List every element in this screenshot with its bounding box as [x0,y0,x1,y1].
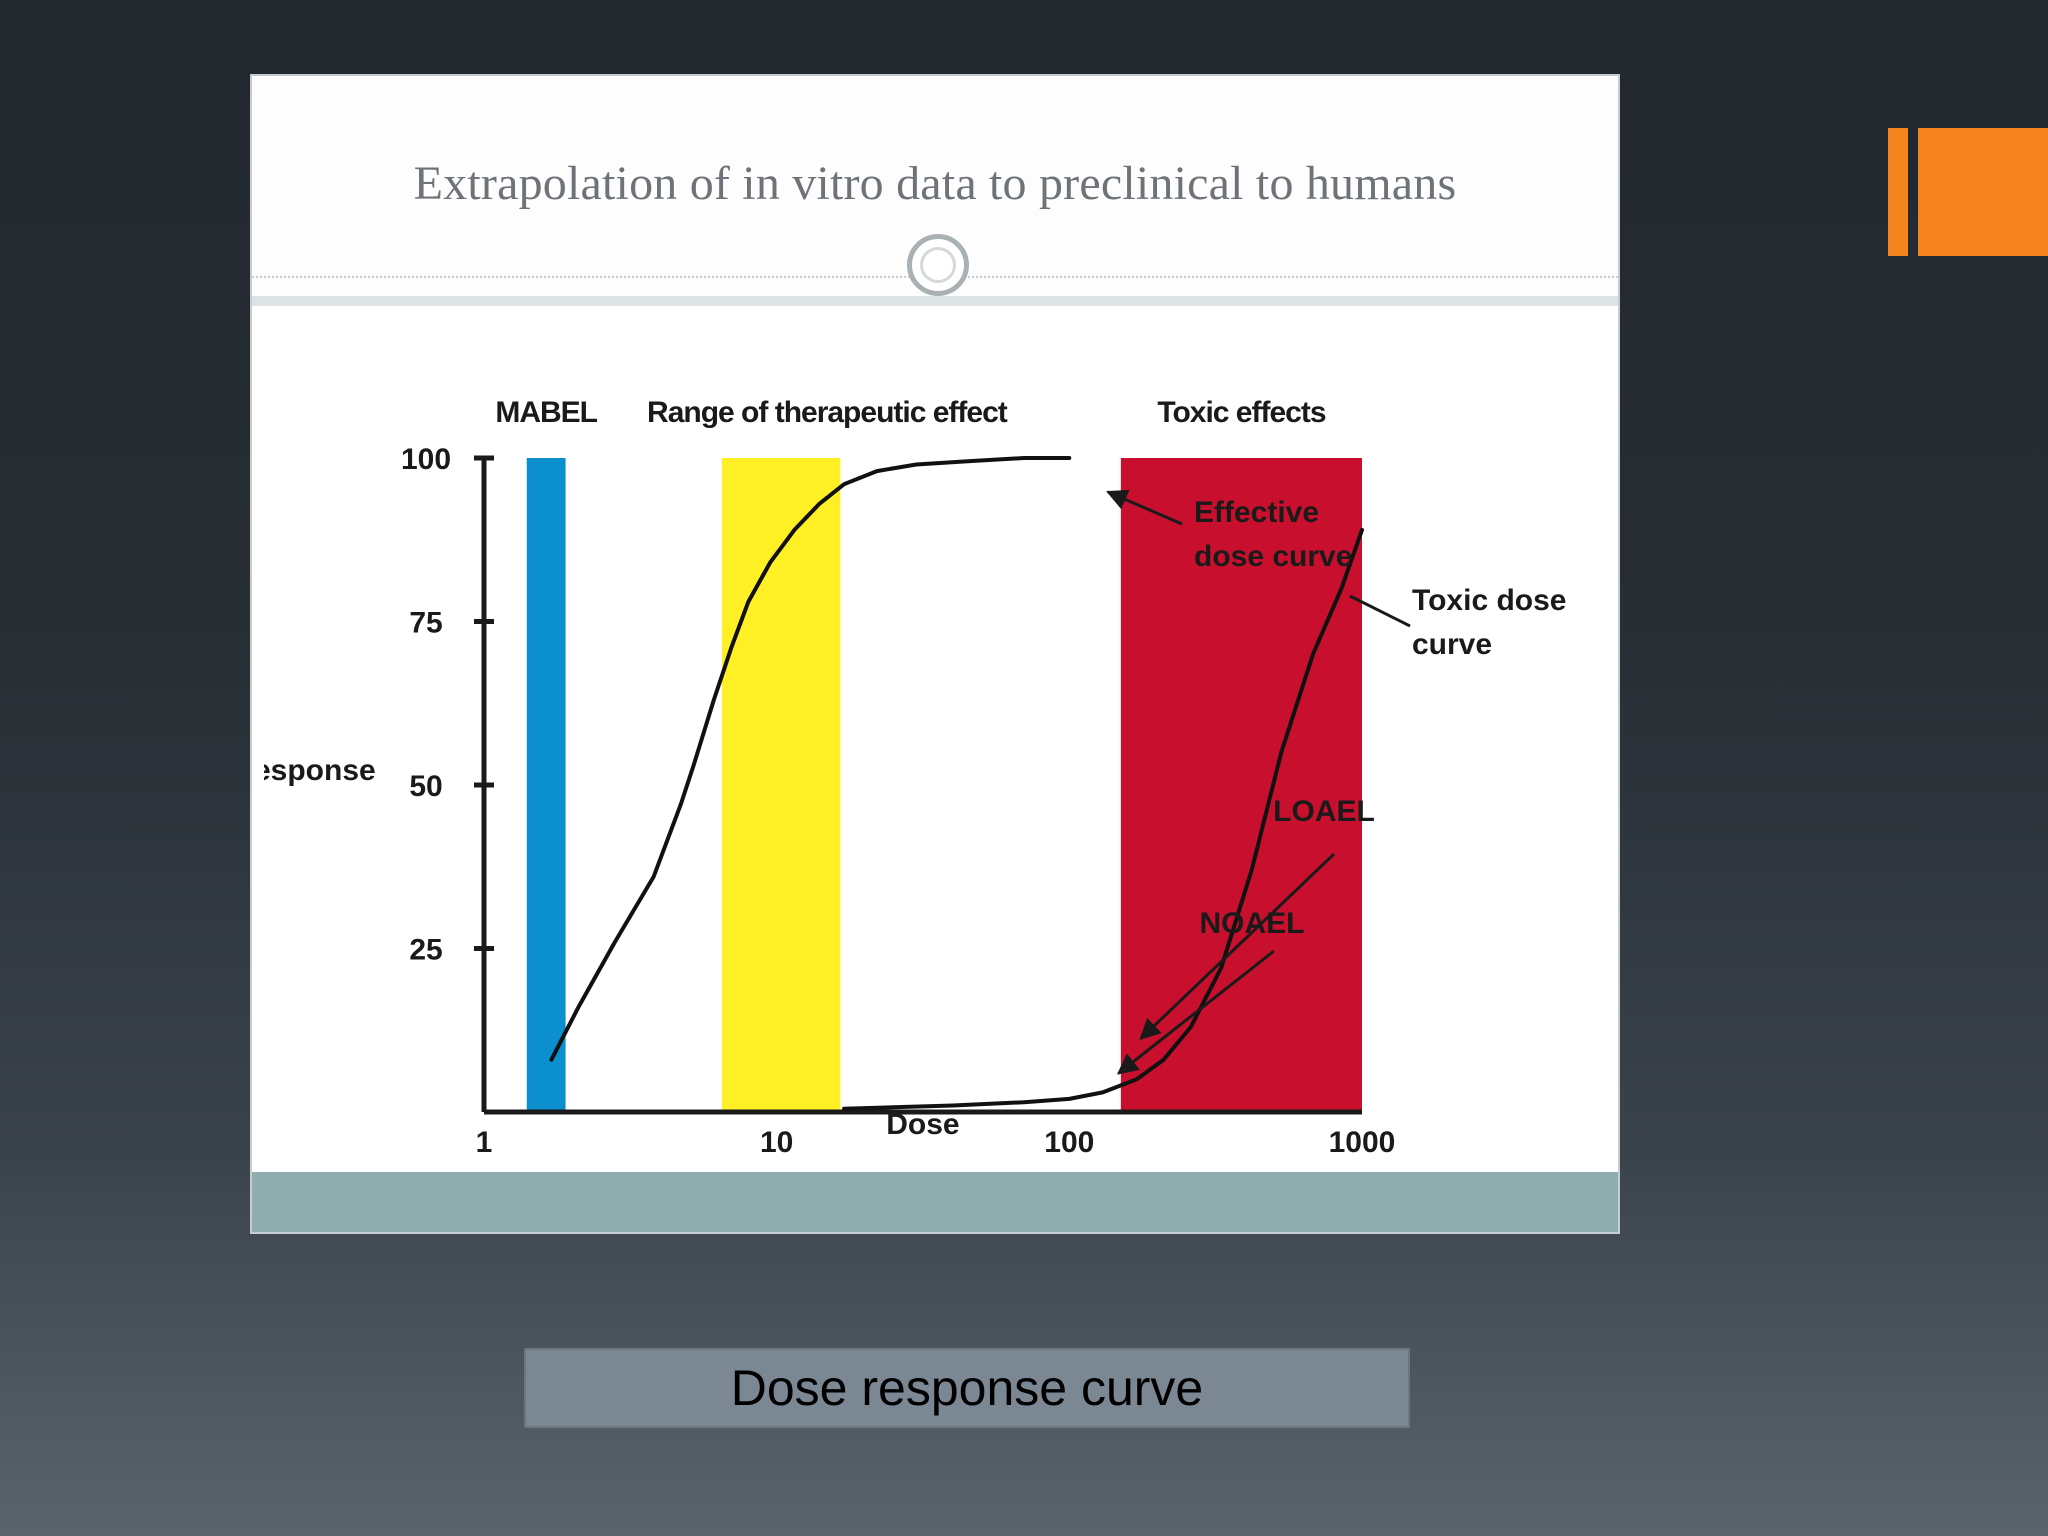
x-tick-label-1000: 1000 [1329,1126,1396,1159]
caption-text: Dose response curve [730,1360,1204,1416]
y-axis-label: Response [264,754,376,787]
annotation-toxic-dose-leader [1349,594,1411,628]
annotation-noael-arrow [1116,949,1275,1075]
caption-box: Dose response curve [524,1348,1410,1428]
band-label-toxic-effects: Toxic effects [1157,396,1325,429]
band-mabel [526,458,566,1112]
slide-header: Extrapolation of in vitro data to precli… [252,76,1618,306]
x-axis-label: Dose [886,1108,959,1141]
chart-area: MABEL Range of therapeutic effect Toxic ef… [264,306,1610,1166]
divider-ring-inner [920,247,956,283]
y-tick-label-100: 100 [401,443,451,476]
annotation-effective-dose-line2: dose curve [1194,540,1352,573]
annotation-loael-arrow [1139,852,1336,1041]
slide-title: Extrapolation of in vitro data to precli… [413,157,1457,210]
series-toxic-dose-curve [842,527,1364,1111]
band-label-range-of-therapeutic-effect: Range of therapeutic effect [647,396,1008,429]
title-divider-band [252,296,1618,306]
x-tick-label-10: 10 [760,1126,793,1159]
y-tick-label-50: 50 [409,770,442,803]
annotation-effective-dose-line1: Effective [1194,496,1319,529]
annotation-noael-label: NOAEL [1200,907,1305,940]
accent-bar-wide [1918,128,2048,256]
divider-ring-ornament [907,234,969,296]
band-toxic-effects [1120,458,1362,1112]
band-label-mabel: MABEL [495,396,597,429]
annotation-toxic-dose-line1: Toxic dose [1412,584,1566,617]
annotation-effective-dose-arrow [1106,489,1183,526]
x-tick-label-100: 100 [1044,1126,1094,1159]
accent-bar-thin [1888,128,1908,256]
y-tick-label-25: 25 [409,934,442,967]
y-tick-label-75: 75 [409,607,442,640]
dose-response-chart: MABEL Range of therapeutic effect Toxic ef… [264,396,1566,1159]
series-effective-dose-curve [549,456,1072,1062]
x-tick-label-1: 1 [476,1126,493,1159]
slide-footer-band [252,1172,1618,1232]
annotation-toxic-dose-line2: curve [1412,628,1492,661]
slide-image: Extrapolation of in vitro data to precli… [250,74,1620,1234]
annotation-loael-label: LOAEL [1273,795,1375,828]
band-range-of-therapeutic-effect [721,458,841,1112]
